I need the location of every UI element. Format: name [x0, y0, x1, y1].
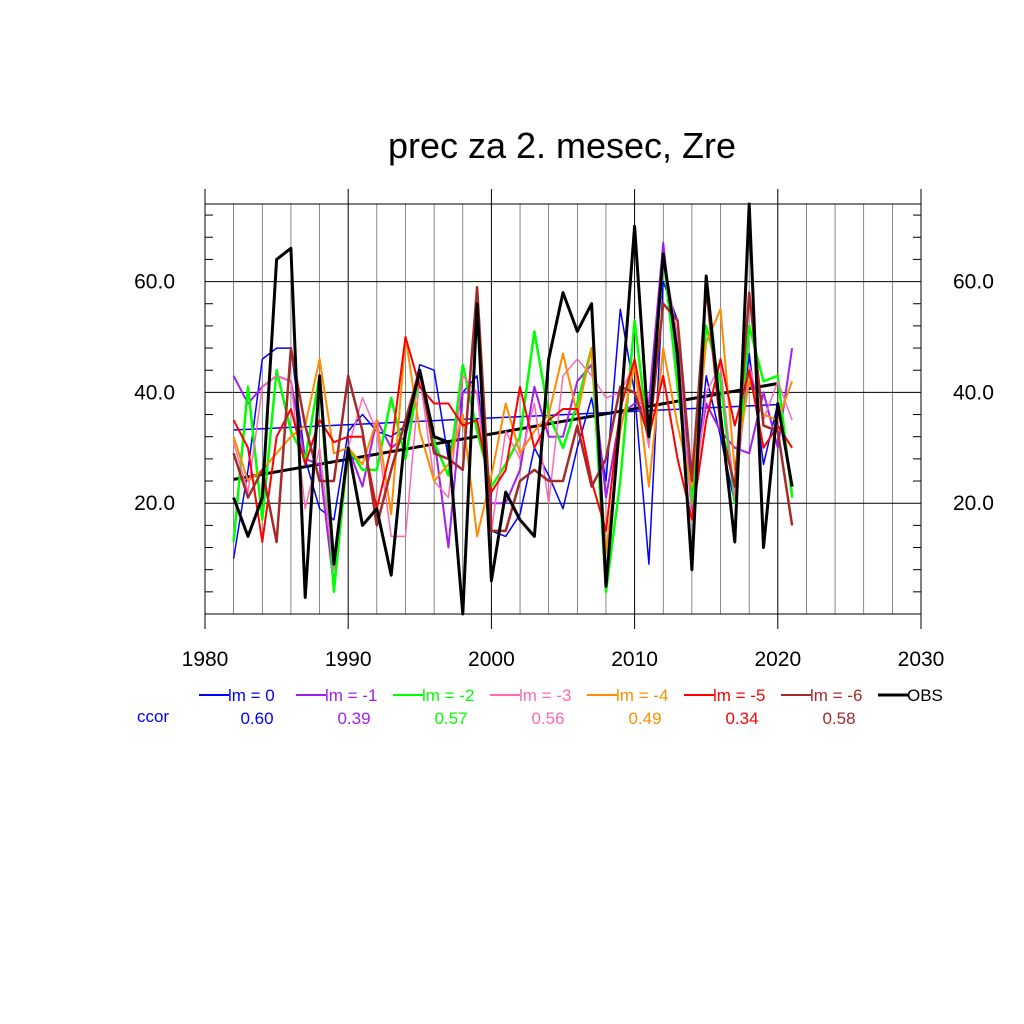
series-lines [232, 202, 794, 616]
ccor-value: 0.56 [531, 709, 564, 728]
plot-frame [204, 203, 922, 615]
y-tick-label-right: 60.0 [953, 271, 994, 294]
legend-label: lm = -5 [713, 686, 765, 705]
chart-title: prec za 2. mesec, Zre [388, 125, 736, 166]
x-tick-label: 2020 [754, 648, 801, 671]
x-tick-label: 1990 [325, 648, 372, 671]
series-line [232, 253, 793, 571]
legend-label: lm = -2 [422, 686, 474, 705]
ccor-value: 0.39 [337, 709, 370, 728]
x-tick-label: 2030 [898, 648, 945, 671]
ccor-value: 0.34 [725, 709, 758, 728]
ccor-label: ccor [137, 707, 169, 726]
legend-label: lm = 0 [228, 686, 275, 705]
legend: ccor lm = 0 0.60 lm = -1 0.39 lm = -2 0.57 lm … [137, 686, 943, 728]
legend-label: OBS [907, 686, 943, 705]
y-tick-label-left: 20.0 [134, 492, 175, 515]
x-tick-label: 1980 [182, 648, 229, 671]
legend-label: lm = -3 [519, 686, 571, 705]
x-tick-label: 2000 [468, 648, 515, 671]
legend-label: lm = -6 [810, 686, 862, 705]
ccor-value: 0.60 [240, 709, 273, 728]
x-tick-label: 2010 [611, 648, 658, 671]
y-tick-label-left: 60.0 [134, 271, 175, 294]
ccor-value: 0.57 [434, 709, 467, 728]
series-line [232, 202, 794, 616]
y-tick-label-right: 20.0 [953, 492, 994, 515]
legend-label: lm = -4 [616, 686, 668, 705]
ccor-value: 0.49 [628, 709, 661, 728]
axis-ticks: 1980 1990 2000 2010 2020 2030 20.0 20.0 40.0 40.0… [134, 189, 994, 671]
legend-label: lm = -1 [325, 686, 377, 705]
y-tick-label-right: 40.0 [953, 381, 994, 404]
series-line [232, 336, 793, 543]
y-tick-label-left: 40.0 [134, 381, 175, 404]
ccor-value: 0.58 [822, 709, 855, 728]
